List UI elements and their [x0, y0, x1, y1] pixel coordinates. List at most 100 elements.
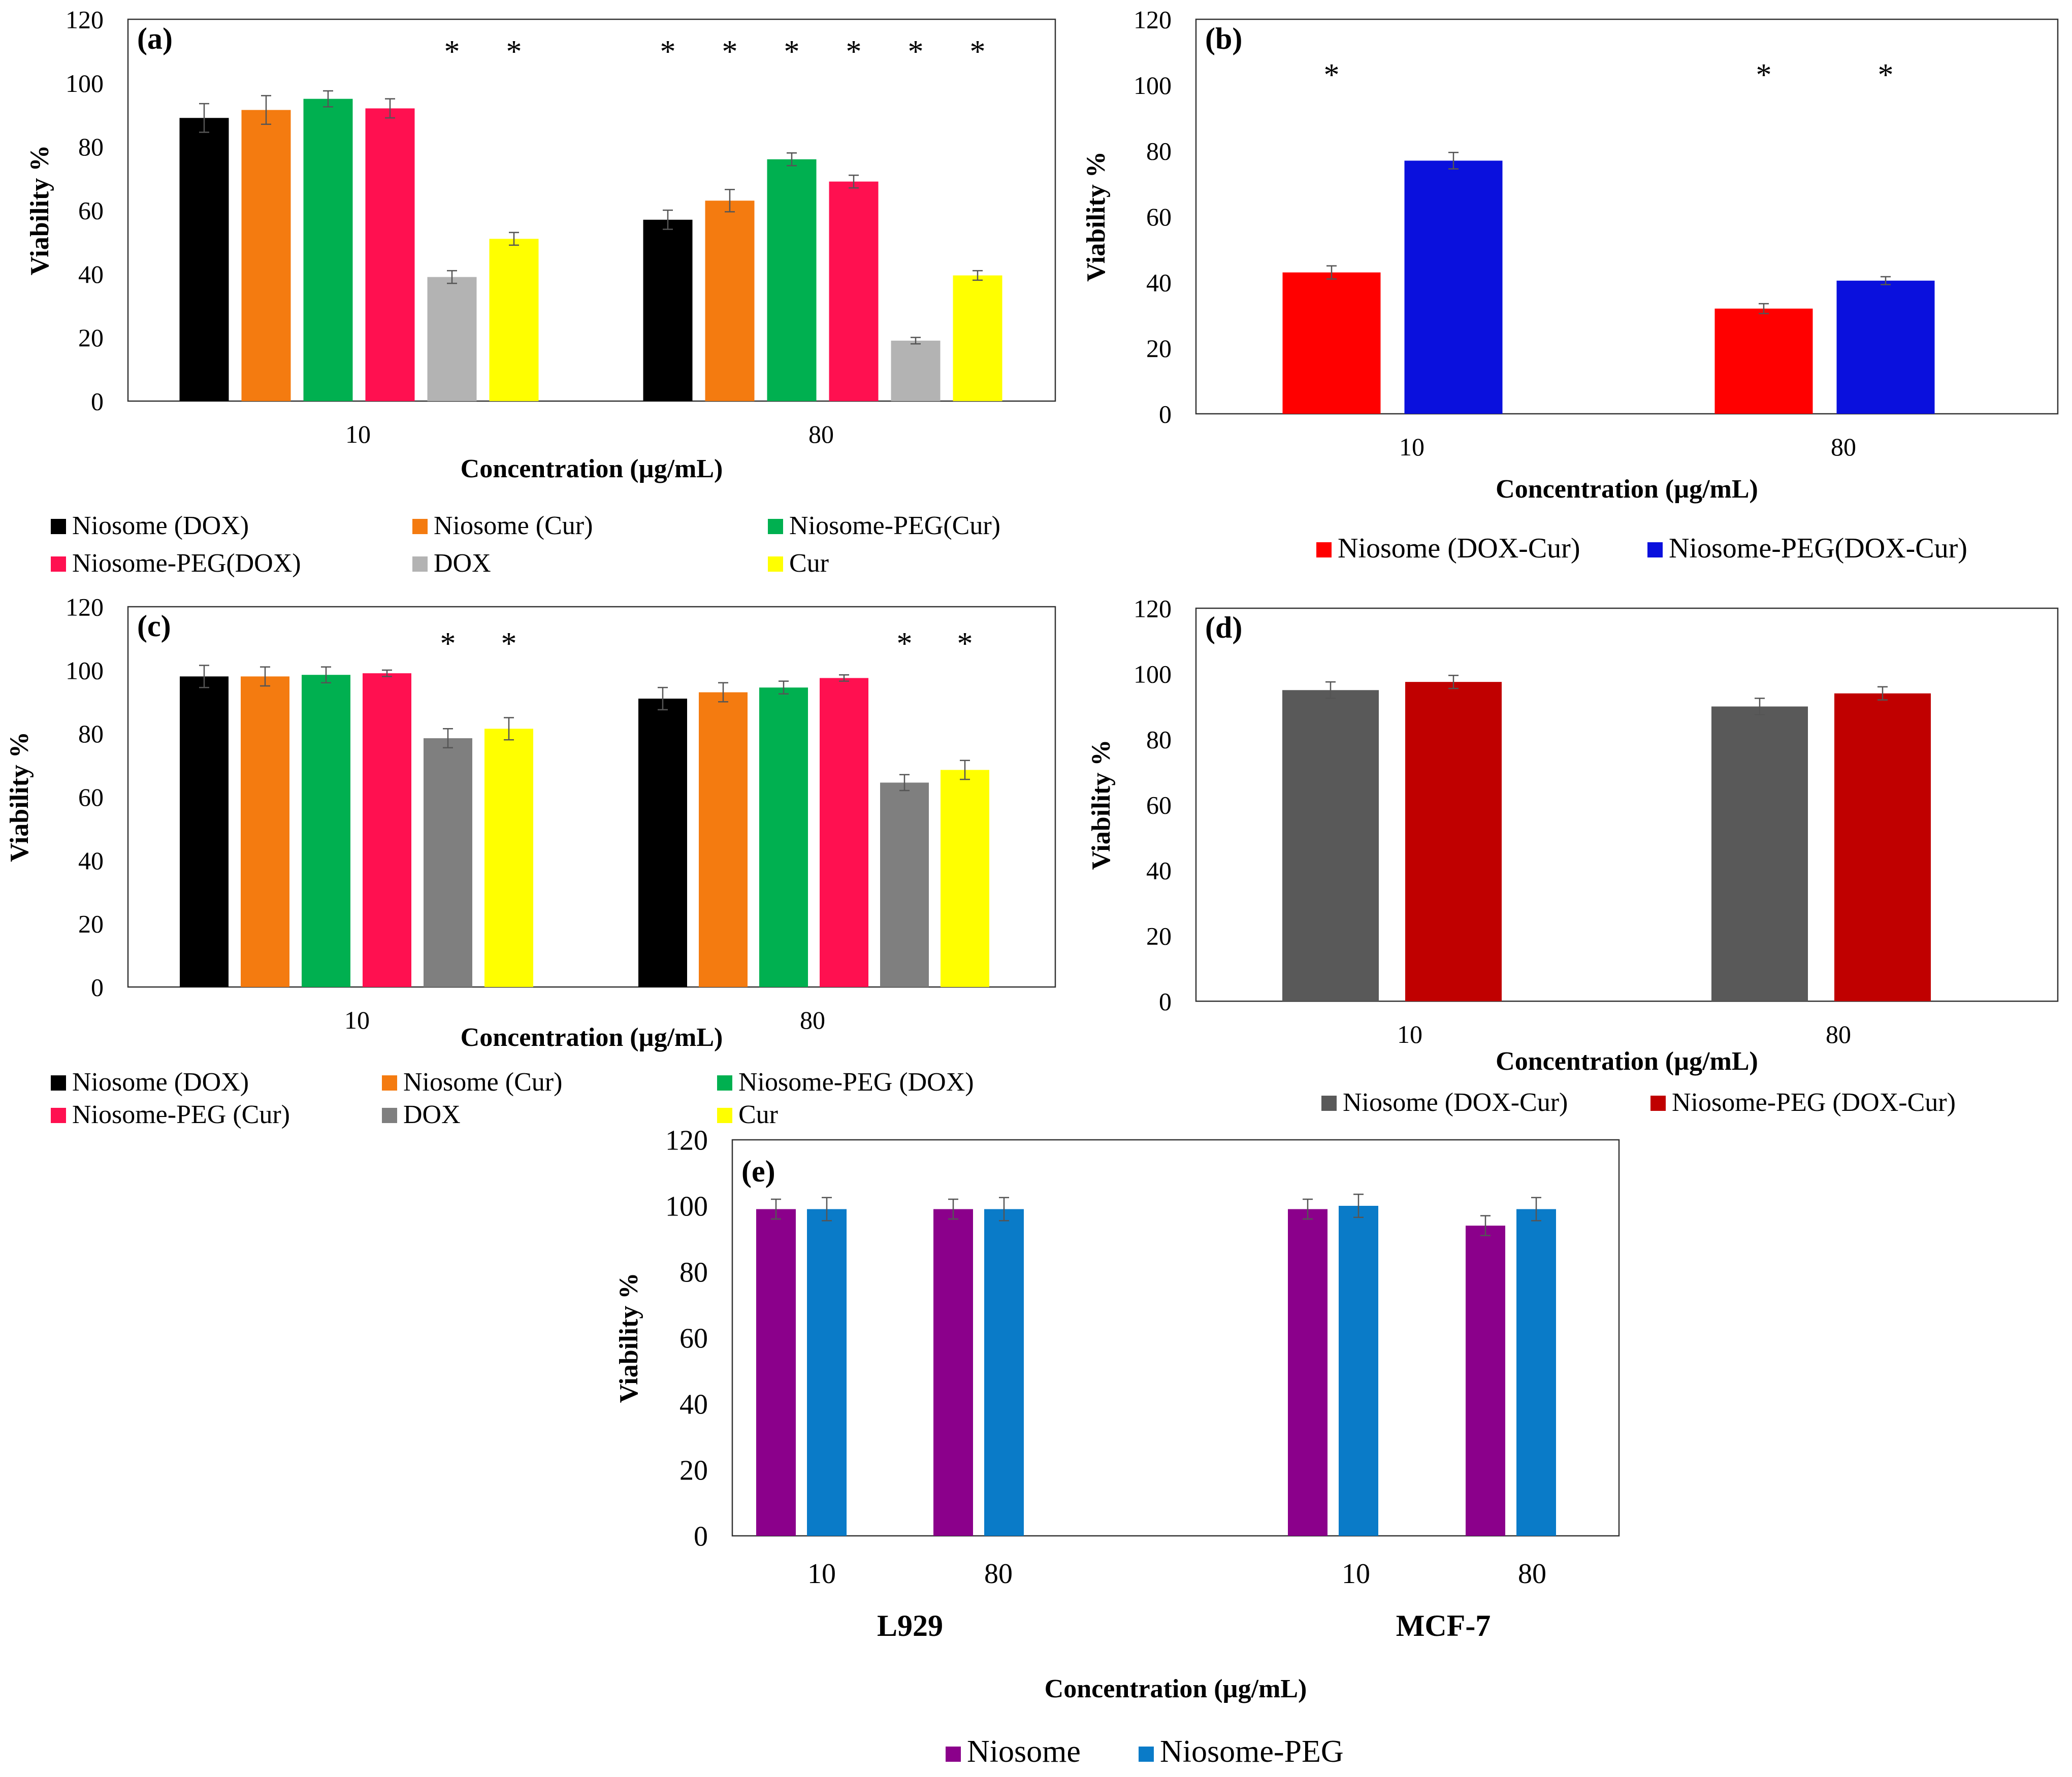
bar: [424, 738, 472, 987]
y-tick-label: 20: [78, 323, 104, 352]
legend-swatch: [51, 1108, 66, 1123]
legend-swatch: [51, 519, 66, 534]
bar: [880, 782, 929, 987]
y-tick-label: 100: [66, 656, 104, 684]
y-tick-label: 0: [1159, 988, 1172, 1016]
bar: [1711, 706, 1808, 1001]
legend-label: Niosome-PEG(DOX-Cur): [1669, 533, 1967, 564]
plot-frame: [127, 18, 1056, 402]
y-tick-label: 20: [78, 910, 104, 938]
legend-item: Cur: [717, 1100, 778, 1129]
legend-item: Niosome-PEG(DOX): [51, 549, 301, 578]
legend-label: Niosome-PEG (DOX): [738, 1068, 974, 1097]
error-bar: [199, 103, 209, 133]
y-tick-label: 40: [679, 1389, 708, 1421]
legend-label: DOX: [434, 549, 491, 578]
bar: [759, 687, 808, 987]
x-axis-title: Concentration (µg/mL): [461, 454, 723, 483]
legend-label: Niosome (DOX-Cur): [1338, 533, 1580, 564]
y-tick-label: 0: [694, 1521, 708, 1553]
x-axis-title: Concentration (µg/mL): [1496, 1047, 1758, 1076]
legend-swatch: [717, 1075, 732, 1091]
error-bar: [261, 95, 271, 125]
bar: [1339, 1206, 1378, 1536]
bar: [1466, 1226, 1505, 1536]
legend-swatch: [717, 1108, 732, 1123]
legend-swatch: [1139, 1747, 1154, 1762]
bar: [807, 1209, 847, 1536]
bar: [1516, 1209, 1556, 1536]
plot-frame: [1195, 18, 2059, 415]
x-tick-label: 80: [984, 1558, 1013, 1590]
legend-item: Niosome-PEG: [1139, 1734, 1344, 1769]
x-tick-label: 80: [800, 1006, 825, 1034]
legend-item: Niosome (DOX-Cur): [1316, 533, 1580, 564]
legend-item: Niosome (DOX-Cur): [1321, 1088, 1568, 1117]
legend-swatch: [946, 1747, 961, 1762]
error-bar: [1303, 1198, 1313, 1220]
error-bar: [973, 270, 983, 281]
error-bar: [911, 337, 921, 345]
panel-label: (c): [137, 609, 171, 643]
x-axis-title: Concentration (µg/mL): [1496, 475, 1758, 504]
error-bar: [999, 1197, 1009, 1222]
y-tick-label: 20: [679, 1455, 708, 1487]
plot-frame: [731, 1139, 1620, 1537]
legend-swatch: [768, 519, 783, 534]
error-bar: [899, 774, 910, 792]
error-bar: [447, 270, 457, 284]
y-tick-label: 120: [1134, 595, 1172, 623]
error-bar: [1877, 686, 1888, 701]
bar: [1282, 690, 1379, 1001]
bar: [365, 108, 415, 401]
bar: [820, 678, 868, 987]
bar: [180, 676, 229, 987]
x-group-label: L929: [877, 1609, 943, 1642]
legend-label: Niosome (Cur): [403, 1068, 562, 1097]
x-axis-title: Concentration (µg/mL): [461, 1023, 723, 1052]
legend-item: Niosome-PEG(Cur): [768, 511, 1000, 540]
error-bar: [1353, 1194, 1364, 1218]
error-bar: [1325, 681, 1336, 699]
y-tick-label: 0: [91, 387, 104, 416]
legend-swatch: [768, 556, 783, 572]
legend-label: Niosome-PEG(Cur): [789, 511, 1000, 540]
y-tick-label: 20: [1146, 922, 1172, 950]
bar: [489, 239, 539, 401]
error-bar: [382, 669, 392, 677]
y-tick-label: 80: [1146, 726, 1172, 754]
y-tick-label: 40: [1146, 269, 1172, 297]
error-bar: [718, 682, 728, 703]
legend-label: Niosome-PEG(DOX): [72, 549, 301, 578]
legend-label: Niosome (DOX): [72, 1068, 249, 1097]
significance-star: *: [660, 35, 676, 69]
error-bar: [199, 665, 209, 688]
legend-label: Niosome (DOX-Cur): [1343, 1088, 1568, 1117]
legend-swatch: [51, 1075, 66, 1091]
error-bar: [509, 232, 519, 246]
y-tick-label: 100: [66, 69, 104, 97]
panel-label: (e): [741, 1155, 775, 1188]
error-bar: [849, 174, 859, 189]
legend-label: DOX: [403, 1100, 461, 1129]
legend-swatch: [1647, 542, 1663, 557]
error-bar: [321, 666, 331, 684]
error-bar: [771, 1198, 781, 1220]
y-tick-label: 80: [679, 1257, 708, 1289]
significance-star: *: [1756, 58, 1772, 92]
bar: [705, 201, 755, 401]
bar: [179, 118, 229, 401]
bar: [1714, 308, 1813, 414]
error-bar: [839, 674, 849, 682]
y-axis-title: Viability %: [1082, 151, 1111, 282]
legend-item: DOX: [412, 549, 491, 578]
error-bar: [787, 152, 797, 167]
error-bar: [443, 728, 453, 749]
significance-star: *: [897, 627, 913, 661]
legend-item: DOX: [382, 1100, 461, 1129]
significance-star: *: [1878, 58, 1894, 92]
y-axis-title: Viability %: [5, 732, 34, 862]
error-bar: [658, 686, 668, 711]
legend-item: Niosome (DOX): [51, 1068, 249, 1097]
legend-swatch: [1321, 1096, 1337, 1111]
